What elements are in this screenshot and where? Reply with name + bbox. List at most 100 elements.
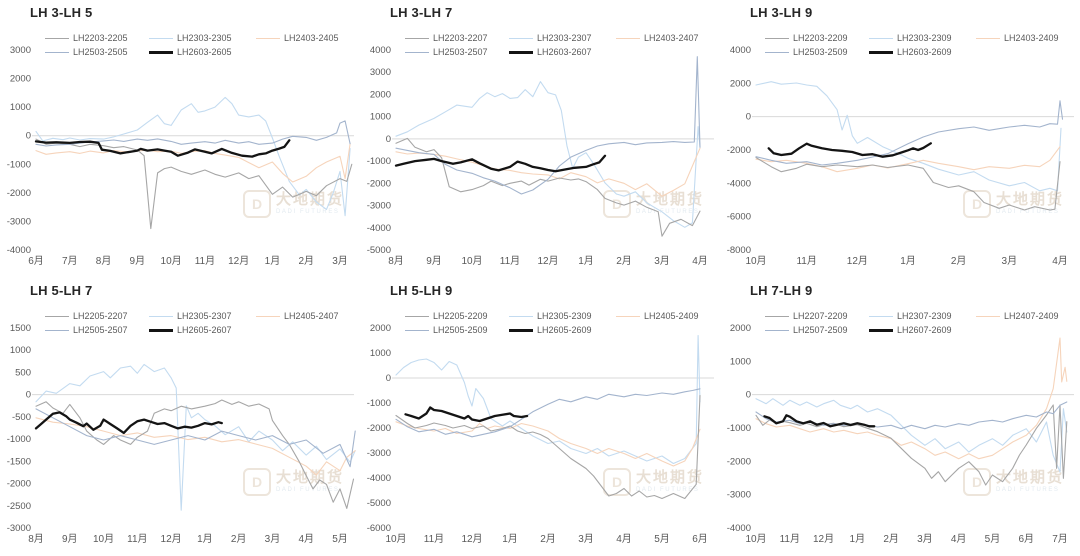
plot-area-lh3-lh7: 4000 3000 2000 1000 0 -1000 -2000 -3000 -4000 -50…: [367, 45, 714, 267]
watermark-cn: 大地期货: [996, 191, 1065, 209]
x-tick-label: 1月: [265, 255, 281, 267]
x-tick-label: 11月: [127, 533, 147, 545]
y-tick-label: -2000: [7, 188, 31, 199]
y-tick-label: -1000: [7, 434, 31, 445]
x-tick-label: 5月: [654, 533, 670, 545]
chart-title: LH 3-LH 7: [390, 5, 453, 20]
legend-label: LH2205-2209: [433, 311, 488, 321]
x-tick-label: 9月: [62, 533, 78, 545]
series-line-LH2403-2407: [395, 147, 701, 197]
y-tick-label: 4000: [730, 45, 751, 56]
watermark-en: DADI FUTURES: [636, 486, 700, 493]
legend-label: LH2307-2309: [897, 311, 952, 321]
x-tick-label: 3月: [1002, 255, 1018, 267]
chart-panel-lh3-lh5: LH 3-LH 5 LH2203-2205 LH2303-2305 LH2403-24…: [0, 0, 360, 278]
legend-label: LH2305-2307: [177, 311, 232, 321]
series-line-LH2305-2307: [35, 363, 356, 511]
y-tick-label: 1000: [370, 112, 391, 123]
chart-panel-lh3-lh7: LH 3-LH 7 LH2203-2207 LH2303-2307 LH2403-24…: [360, 0, 720, 278]
x-tick-label: 5月: [985, 533, 1001, 545]
x-tick-label: 4月: [951, 533, 967, 545]
x-tick-label: 2月: [883, 533, 899, 545]
x-tick-label: 10月: [93, 533, 114, 545]
legend-line-swatch: [616, 315, 640, 317]
x-tick-label: 12月: [461, 533, 482, 545]
y-tick-label: -5000: [367, 245, 391, 256]
x-tick-label: 11月: [424, 533, 444, 545]
legend-line-swatch: [765, 329, 789, 331]
legend-item: LH2503-2509: [765, 47, 848, 57]
legend-label: LH2405-2409: [644, 311, 699, 321]
series-line-LH2203-2205: [35, 138, 353, 230]
x-tick-label: 4月: [616, 533, 632, 545]
series-line-LH2205-2207: [35, 399, 355, 509]
y-tick-label: 1000: [10, 345, 31, 356]
legend-label: LH2605-2607: [177, 325, 232, 335]
series-line-LH2307-2309: [755, 398, 1068, 473]
y-tick-label: 1000: [730, 356, 751, 367]
series-line-LH2405-2409: [395, 421, 701, 467]
legend-line-swatch: [405, 37, 429, 39]
legend-line-swatch: [45, 329, 69, 331]
plot-area-lh5-lh7: 1500 1000 500 0 -500 -1000 -1500 -2000 -2500 -300…: [7, 323, 356, 545]
series-line-LH2503-2507: [395, 56, 701, 195]
watermark-cn: 大地期货: [636, 191, 705, 209]
legend-label: LH2203-2209: [793, 33, 848, 43]
y-tick-label: 3000: [10, 45, 31, 56]
legend-line-swatch: [509, 37, 533, 39]
legend-item: LH2305-2307: [149, 311, 232, 321]
y-tick-label: -1000: [727, 423, 751, 434]
series-line-LH2207-2209: [755, 404, 1068, 486]
y-tick-label: -2000: [727, 456, 751, 467]
legend-line-swatch: [45, 315, 69, 317]
watermark: D 大地期货 DADI FUTURES: [243, 190, 344, 218]
x-tick-label: 8月: [96, 255, 112, 267]
legend-label: LH2303-2307: [537, 33, 592, 43]
x-tick-label: 10月: [461, 255, 482, 267]
legend-item: LH2205-2207: [45, 311, 128, 321]
x-tick-label: 3月: [578, 533, 594, 545]
watermark-text: 大地期货 DADI FUTURES: [276, 470, 344, 493]
x-tick-label: 1月: [502, 533, 518, 545]
watermark-text: 大地期货 DADI FUTURES: [996, 470, 1064, 493]
y-tick-label: 2000: [370, 323, 391, 334]
x-tick-label: 11月: [780, 533, 800, 545]
legend-label: LH2507-2509: [793, 325, 848, 335]
y-tick-label: -500: [12, 412, 31, 423]
watermark: D 大地期货 DADI FUTURES: [963, 468, 1064, 496]
watermark-cn: 大地期货: [996, 469, 1065, 487]
series-line-LH2603-2609: [767, 142, 932, 158]
x-tick-label: 12月: [813, 533, 834, 545]
series-line-LH2303-2307: [395, 81, 701, 228]
y-tick-label: 0: [386, 134, 391, 145]
y-tick-label: -6000: [367, 523, 391, 534]
watermark-cn: 大地期货: [276, 469, 345, 487]
y-tick-label: -1000: [367, 156, 391, 167]
series-line-LH2305-2309: [395, 334, 701, 465]
y-tick-label: -1500: [7, 456, 31, 467]
legend-item: LH2603-2607: [509, 47, 592, 57]
y-tick-label: -4000: [367, 473, 391, 484]
series-line-LH2505-2509: [395, 388, 701, 438]
legend-line-swatch: [616, 37, 640, 39]
dadi-logo-icon: D: [603, 190, 631, 218]
x-tick-label: 1月: [578, 255, 594, 267]
legend-item: LH2403-2407: [616, 33, 699, 43]
series-line-LH2605-2609: [404, 406, 529, 423]
y-tick-label: -2000: [727, 145, 751, 156]
watermark-en: DADI FUTURES: [276, 486, 340, 493]
x-tick-label: 1月: [900, 255, 916, 267]
y-tick-label: 1000: [10, 102, 31, 113]
legend-label: LH2503-2509: [793, 47, 848, 57]
chart-title: LH 5-LH 9: [390, 283, 453, 298]
legend-line-swatch: [509, 328, 533, 332]
legend-line-swatch: [45, 37, 69, 39]
legend-line-swatch: [869, 328, 893, 332]
chart-title: LH 3-LH 9: [750, 5, 813, 20]
y-tick-label: 2000: [730, 323, 751, 334]
legend-label: LH2403-2405: [284, 33, 339, 43]
legend-label: LH2505-2509: [433, 325, 488, 335]
legend-item: LH2605-2607: [149, 325, 232, 335]
